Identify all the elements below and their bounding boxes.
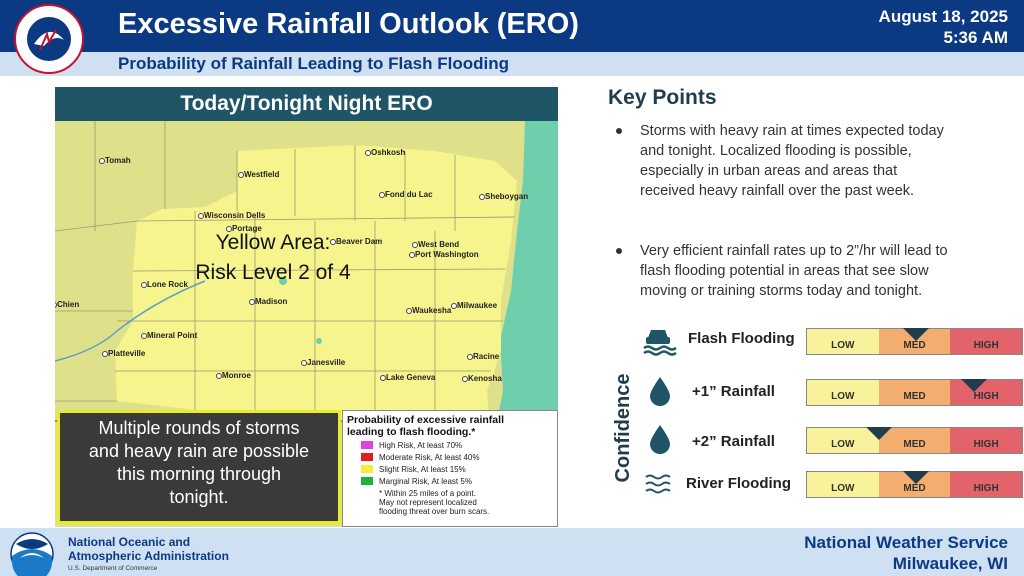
confidence-scale: LOW MED HIGH xyxy=(806,471,1023,498)
confidence-label: Confidence xyxy=(612,373,634,483)
confidence-row-name: Flash Flooding xyxy=(688,330,795,347)
legend-item: Moderate Risk, At least 40% xyxy=(347,452,553,462)
legend-title: Probability of excessive rainfall leadin… xyxy=(347,414,504,438)
header-bar xyxy=(0,0,1024,52)
scale-high: HIGH xyxy=(950,329,1023,354)
nws-logo-icon xyxy=(14,4,84,74)
footer-bar xyxy=(0,528,1024,576)
noaa-name: National Oceanic and Atmospheric Adminis… xyxy=(68,535,229,563)
legend-item: Slight Risk, At least 15% xyxy=(347,464,553,474)
city-label: Port Washington xyxy=(409,250,479,259)
legend-note: * Within 25 miles of a point. May not re… xyxy=(379,489,490,516)
city-label: Milwaukee xyxy=(450,301,498,310)
city-label: Westfield xyxy=(237,170,280,179)
waves-icon xyxy=(645,474,671,494)
city-label: Sheboygan xyxy=(478,192,529,201)
confidence-marker xyxy=(902,328,929,341)
confidence-scale: LOW MED HIGH xyxy=(806,379,1023,406)
city-label: Monroe xyxy=(216,371,251,380)
city-label: Beaver Dam xyxy=(329,237,383,246)
key-point-item: Storms with heavy rain at times expected… xyxy=(616,121,1000,203)
confidence-row-name: +1” Rainfall xyxy=(692,383,775,400)
legend-item: High Risk, At least 70% xyxy=(347,440,553,450)
raindrop-icon xyxy=(650,425,670,454)
subtitle-bar xyxy=(0,52,1024,76)
noaa-department: U.S. Department of Commerce xyxy=(68,565,158,572)
city-label: Tomah xyxy=(99,156,131,165)
bullet-dot xyxy=(616,128,622,134)
risk-area-label: Yellow Area: Risk Level 2 of 4 xyxy=(195,231,351,284)
raindrop-icon xyxy=(650,377,670,406)
key-points-title: Key Points xyxy=(608,86,717,109)
scale-low: LOW xyxy=(807,472,879,497)
city-label: Janesville xyxy=(300,358,346,367)
city-label: Portage xyxy=(226,224,262,233)
confidence-row-river-flooding: River Flooding LOW MED HIGH xyxy=(642,467,1024,499)
city-label: Platteville xyxy=(101,349,146,358)
map-legend: Probability of excessive rainfall leadin… xyxy=(342,410,558,527)
issue-datetime: August 18, 2025 5:36 AM xyxy=(879,6,1008,48)
issue-date: August 18, 2025 xyxy=(878,7,1008,26)
city-label: Kenosha xyxy=(462,374,502,383)
legend-swatch xyxy=(361,453,373,461)
city-label: Lone Rock xyxy=(141,280,188,289)
bullet-dot xyxy=(616,248,622,254)
noaa-logo-icon xyxy=(10,532,54,576)
city-label: Madison xyxy=(248,297,288,306)
city-label: Fond du Lac xyxy=(379,190,433,199)
legend-swatch xyxy=(361,441,373,449)
city-label: Mineral Point xyxy=(140,331,198,340)
storm-message-box: Multiple rounds of storms and heavy rain… xyxy=(57,410,341,524)
map-title: Today/Tonight Night ERO xyxy=(55,87,558,121)
city-label: Chien xyxy=(55,300,80,309)
city-label: Lake Geneva xyxy=(379,373,436,382)
confidence-row-name: River Flooding xyxy=(686,475,791,492)
scale-high: HIGH xyxy=(950,472,1023,497)
confidence-row-2in-rainfall: +2” Rainfall LOW MED HIGH xyxy=(642,423,1024,455)
scale-med: MED xyxy=(878,380,951,405)
legend-swatch xyxy=(361,465,373,473)
page-title: Excessive Rainfall Outlook (ERO) xyxy=(118,8,579,40)
confidence-scale: LOW MED HIGH xyxy=(806,427,1023,454)
scale-low: LOW xyxy=(807,380,879,405)
issue-time: 5:36 AM xyxy=(943,28,1008,47)
city-label: Racine xyxy=(466,352,500,361)
slight-risk-area xyxy=(115,145,517,441)
office-name: National Weather Service Milwaukee, WI xyxy=(804,533,1008,573)
confidence-scale: LOW MED HIGH xyxy=(806,328,1023,355)
page-subtitle: Probability of Rainfall Leading to Flash… xyxy=(118,54,509,73)
car-flood-icon xyxy=(643,330,677,356)
confidence-row-1in-rainfall: +1” Rainfall LOW MED HIGH xyxy=(642,375,1024,407)
confidence-marker xyxy=(961,379,988,392)
key-point-item: Very efficient rainfall rates up to 2”/h… xyxy=(616,241,1000,303)
city-label: West Bend xyxy=(411,240,460,249)
city-label: Waukesha xyxy=(405,306,452,315)
confidence-row-flash-flooding: Flash Flooding LOW MED HIGH xyxy=(642,324,1024,356)
legend-swatch xyxy=(361,477,373,485)
confidence-marker xyxy=(865,427,892,440)
scale-high: HIGH xyxy=(950,428,1023,453)
confidence-marker xyxy=(902,471,929,484)
city-label: Oshkosh xyxy=(364,148,406,157)
scale-low: LOW xyxy=(807,329,879,354)
ero-map-panel: Today/Tonight Night ERO Yellow Area: Ris… xyxy=(55,87,558,527)
city-label: Wisconsin Dells xyxy=(197,211,266,220)
legend-item: Marginal Risk, At least 5% xyxy=(347,476,553,486)
confidence-row-name: +2” Rainfall xyxy=(692,433,775,450)
